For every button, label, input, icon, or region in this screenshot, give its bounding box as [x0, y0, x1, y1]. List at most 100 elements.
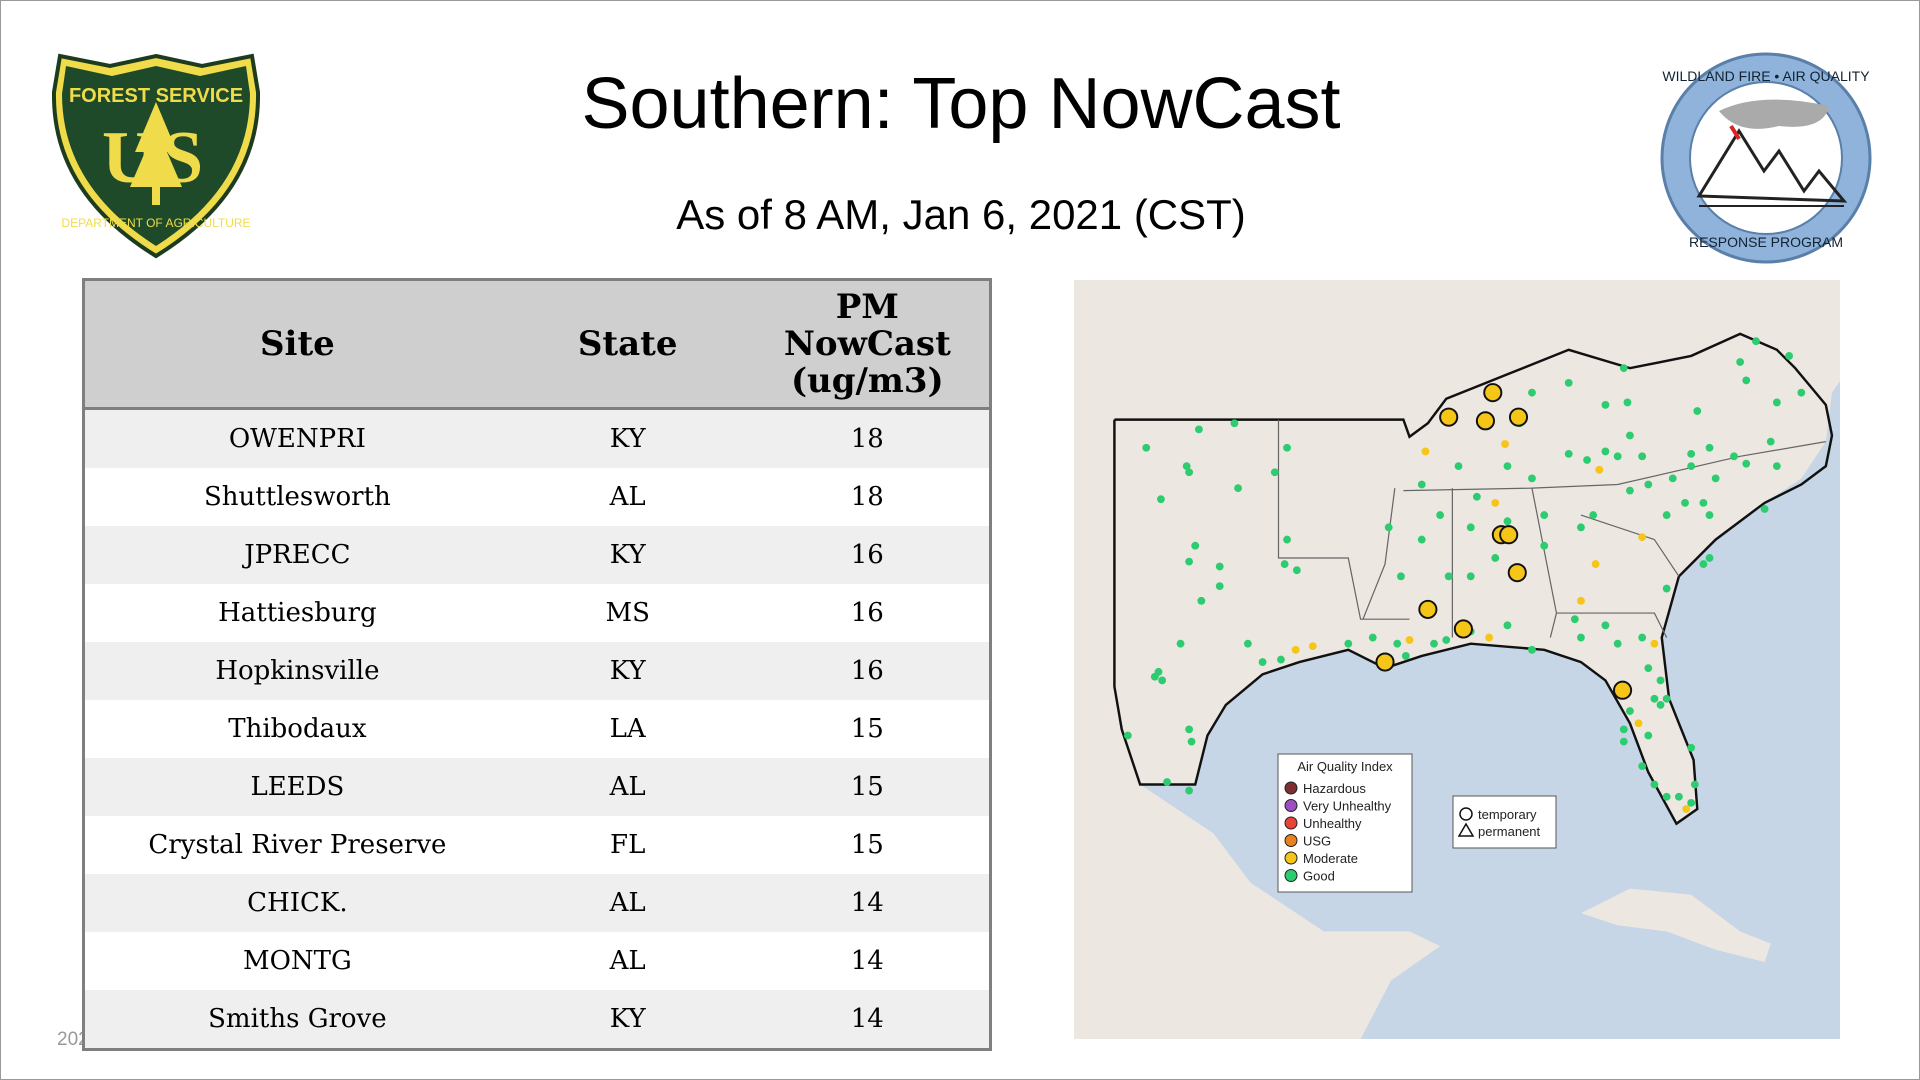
site-marker-good	[1187, 737, 1196, 746]
table-row: MONTG AL 14	[84, 932, 991, 990]
aqi-label: Unhealthy	[1303, 816, 1362, 831]
region-outline	[1113, 332, 1834, 826]
cell-nowcast: 15	[745, 758, 991, 816]
site-marker-good	[1230, 419, 1239, 428]
site-marker-good	[1368, 633, 1377, 642]
site-marker-good	[1772, 462, 1781, 471]
site-marker-good	[1644, 664, 1653, 673]
site-marker-good	[1699, 498, 1708, 507]
site-marker-good	[1656, 676, 1665, 685]
top-site-marker	[1483, 383, 1503, 403]
site-marker-good	[1503, 621, 1512, 630]
site-marker-good	[1601, 400, 1610, 409]
site-marker-moderate	[1291, 645, 1300, 654]
cell-site: Shuttlesworth	[204, 482, 391, 512]
table-header: Site State PM NowCast (ug/m3)	[83, 279, 991, 410]
site-marker-good	[1730, 452, 1738, 461]
top-site-marker	[1613, 680, 1633, 700]
cell-nowcast: 14	[850, 946, 884, 976]
site-marker-good	[1742, 376, 1751, 385]
site-marker-good	[1280, 560, 1289, 569]
footer-timestamp: 202	[57, 1029, 89, 1050]
aqi-swatch-very-unhealthy	[1284, 799, 1298, 812]
site-marker-good	[1619, 725, 1628, 734]
top-site-marker	[1439, 407, 1459, 427]
site-marker-good	[1601, 621, 1610, 630]
page-subtitle: As of 8 AM, Jan 6, 2021 (CST)	[676, 191, 1246, 238]
site-marker-moderate	[1485, 633, 1494, 642]
column-nowcast: PM NowCast (ug/m3)	[745, 279, 991, 410]
shape-permanent-label: permanent	[1478, 824, 1541, 839]
site-marker-good	[1699, 560, 1708, 569]
site-marker-good	[1283, 535, 1291, 544]
site-marker-good	[1243, 639, 1252, 648]
site-marker-good	[1577, 633, 1585, 642]
site-marker-moderate	[1650, 639, 1659, 648]
aqi-label: Very Unhealthy	[1303, 799, 1392, 814]
site-marker-good	[1583, 456, 1591, 464]
cell-site: Crystal River Preserve	[148, 830, 447, 860]
top-site-marker	[1453, 619, 1473, 639]
site-marker-good	[1503, 517, 1512, 526]
cell-state: KY	[509, 990, 746, 1050]
cell-state: FL	[610, 830, 646, 860]
site-marker-good	[1185, 557, 1194, 566]
cell-site: Thibodaux	[228, 714, 367, 744]
cell-site: LEEDS	[83, 758, 510, 816]
aqi-legend: Air Quality Index Hazardous Very Unhealth…	[1277, 753, 1413, 893]
site-marker-moderate	[1308, 642, 1317, 651]
shape-legend: temporary permanent	[1452, 795, 1557, 849]
site-marker-good	[1626, 707, 1634, 715]
cell-nowcast: 14	[745, 990, 991, 1050]
page-title: Southern: Top NowCast	[581, 64, 1341, 144]
site-marker-good	[1760, 505, 1769, 513]
cell-nowcast: 18	[745, 408, 991, 468]
site-marker-good	[1442, 636, 1451, 644]
site-marker-good	[1444, 572, 1453, 581]
site-marker-good	[1785, 352, 1794, 360]
aqi-swatch-good	[1284, 869, 1298, 882]
shape-temporary-label: temporary	[1478, 807, 1537, 822]
svg-text:FOREST SERVICE: FOREST SERVICE	[69, 85, 243, 107]
site-marker-good	[1528, 645, 1536, 654]
site-marker-good	[1258, 658, 1267, 666]
site-marker-moderate	[1595, 465, 1604, 474]
site-marker-good	[1430, 639, 1438, 648]
aqi-label: Moderate	[1303, 851, 1358, 866]
site-marker-good	[1687, 449, 1696, 458]
site-marker-good	[1528, 388, 1536, 397]
site-marker-good	[1491, 554, 1500, 562]
top-site-marker	[1499, 525, 1519, 545]
cell-state: AL	[509, 874, 746, 932]
site-marker-good	[1687, 462, 1696, 471]
circle-icon	[1459, 807, 1473, 821]
site-marker-good	[1466, 572, 1475, 581]
cell-state: KY	[509, 526, 746, 584]
cell-site: MONTG	[242, 946, 352, 976]
site-marker-good	[1528, 474, 1536, 483]
site-marker-good	[1564, 449, 1573, 458]
usfs-logo: FOREST SERVICE U S DEPARTMENT OF AGRICUL…	[51, 52, 261, 260]
site-marker-good	[1601, 447, 1610, 456]
aqi-swatch-usg	[1284, 834, 1298, 847]
site-marker-good	[1736, 358, 1745, 366]
table-row: Crystal River Preserve FL 15	[84, 816, 991, 874]
site-marker-good	[1176, 639, 1185, 648]
site-marker-good	[1613, 452, 1622, 461]
table-row: CHICK. AL 14	[83, 874, 991, 932]
site-marker-good	[1644, 480, 1653, 489]
site-marker-good	[1797, 388, 1806, 397]
cell-site: CHICK.	[83, 874, 510, 932]
site-marker-good	[1157, 495, 1165, 504]
site-marker-good	[1215, 562, 1224, 571]
table-row: OWENPRI KY 18	[83, 408, 991, 468]
site-marker-good	[1185, 725, 1194, 734]
column-nowcast-label: PM NowCast (ug/m3)	[783, 286, 951, 401]
site-marker-good	[1417, 480, 1426, 489]
site-marker-good	[1393, 639, 1402, 648]
site-marker-good	[1401, 652, 1410, 660]
site-marker-good	[1540, 541, 1549, 550]
top-site-marker	[1508, 407, 1529, 427]
site-marker-good	[1705, 511, 1714, 520]
site-marker-good	[1123, 731, 1132, 740]
